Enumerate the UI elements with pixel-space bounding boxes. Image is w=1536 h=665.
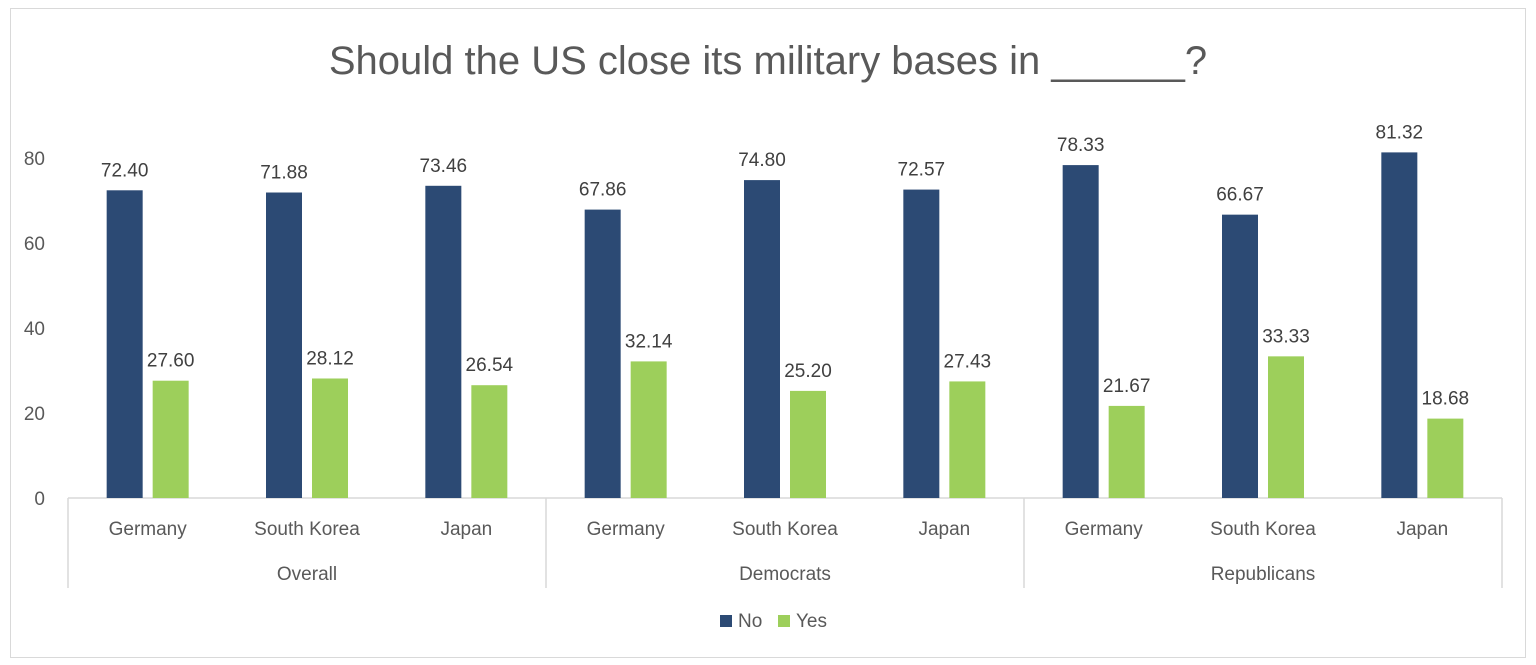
x-category-label: Germany [109,519,188,540]
x-category-label: Germany [587,519,666,540]
x-category-label: South Korea [1210,519,1316,540]
data-label: 18.68 [1422,389,1470,410]
x-category-label: South Korea [254,519,360,540]
bar-no [744,180,780,498]
bar-yes [1268,356,1304,498]
legend: No Yes [720,611,827,632]
data-label: 33.33 [1262,326,1310,347]
data-label: 74.80 [738,150,786,171]
data-label: 27.60 [147,351,195,372]
legend-swatch-no [720,615,732,627]
x-category-label: Japan [1396,519,1448,540]
bar-yes [630,361,667,498]
data-label: 73.46 [420,156,468,177]
x-category-label: Germany [1065,519,1144,540]
bar-yes [471,385,508,498]
data-label: 25.20 [784,361,832,382]
x-category-label: Japan [440,519,492,540]
data-label: 21.67 [1103,376,1151,397]
data-label: 81.32 [1376,122,1424,143]
data-labels: 72.40 27.60 71.88 28.12 73.46 26.54 67.86 32.14… [101,122,1469,409]
x-group-label: Overall [277,564,337,585]
data-label: 71.88 [260,163,308,184]
bar-yes [152,380,189,498]
x-category-label: Japan [918,519,970,540]
bar-yes [790,390,826,498]
data-label: 66.67 [1216,185,1264,206]
bar-no [266,192,302,498]
x-category-label: South Korea [732,519,838,540]
bar-no [106,190,143,499]
legend-label-yes: Yes [796,611,827,632]
bar-no [903,189,940,498]
data-label: 67.86 [579,180,627,201]
bars [106,152,1464,499]
bar-no [1222,214,1258,498]
axes: 0 20 40 60 80 Germany South Korea Japan Germany S… [24,149,1503,588]
bar-yes [312,378,348,498]
data-label: 27.43 [944,351,992,372]
data-label: 72.57 [898,160,946,181]
y-tick-label: 40 [24,319,45,340]
legend-label-no: No [738,611,762,632]
bar-no [1062,165,1099,498]
data-label: 28.12 [306,348,354,369]
data-label: 72.40 [101,160,149,181]
x-group-label: Democrats [739,564,831,585]
legend-swatch-yes [778,615,790,627]
x-group-label: Republicans [1211,564,1316,585]
y-tick-label: 60 [24,234,45,255]
chart-title: Should the US close its military bases i… [329,39,1207,83]
bar-no [425,185,462,499]
bar-no [1381,152,1418,498]
data-label: 32.14 [625,331,673,352]
bar-yes [1108,405,1145,498]
data-label: 78.33 [1057,135,1105,156]
y-tick-label: 20 [24,404,45,425]
bar-no [584,209,621,498]
bar-yes [949,381,986,498]
bar-yes [1427,418,1464,498]
data-label: 26.54 [466,355,514,376]
y-tick-label: 80 [24,149,45,170]
y-tick-label: 0 [34,489,45,510]
